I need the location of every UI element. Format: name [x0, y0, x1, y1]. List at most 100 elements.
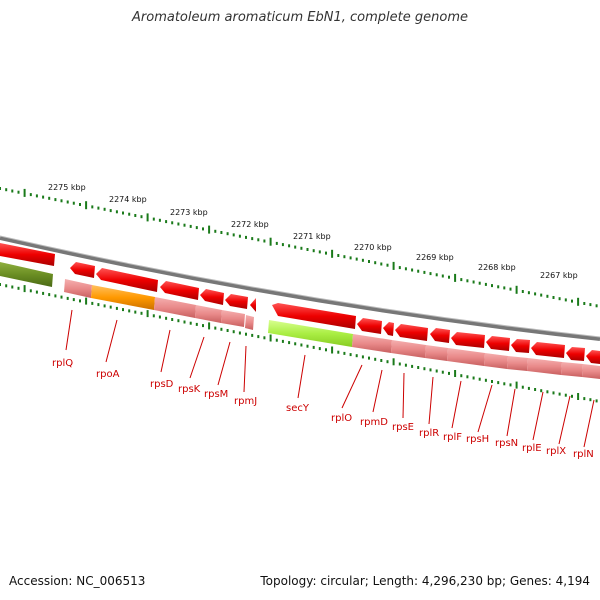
inner-minor-tick: [11, 285, 14, 289]
gene-label[interactable]: rpoA: [96, 369, 120, 380]
ruler-major-tick: [331, 249, 334, 258]
inner-minor-tick: [472, 376, 475, 380]
feature-band[interactable]: [154, 297, 196, 318]
gene-arrow[interactable]: [586, 350, 600, 364]
gene-arrow[interactable]: [451, 332, 485, 348]
gene-label[interactable]: rpsM: [204, 389, 228, 400]
gene-arrow[interactable]: [511, 339, 530, 353]
inner-minor-tick: [60, 295, 63, 299]
feature-band[interactable]: [484, 353, 508, 369]
gene-label[interactable]: rpsH: [466, 434, 489, 445]
gene-arrow[interactable]: [430, 328, 450, 343]
ruler-minor-tick: [48, 196, 51, 200]
gene-label[interactable]: rpsD: [150, 379, 174, 390]
inner-minor-tick: [386, 360, 389, 364]
feature-band[interactable]: [447, 348, 485, 366]
ruler-minor-tick: [263, 239, 266, 243]
gene-arrow[interactable]: [250, 298, 256, 312]
feature-band[interactable]: [561, 362, 583, 377]
ruler-minor-tick: [564, 298, 567, 302]
ruler-minor-tick: [491, 284, 493, 288]
ruler-minor-tick: [0, 187, 1, 190]
gene-label[interactable]: rplR: [419, 428, 439, 439]
gene-arrow[interactable]: [395, 324, 428, 341]
gene-arrow[interactable]: [383, 322, 394, 336]
accession-text: Accession: NC_006513: [9, 574, 146, 588]
inner-minor-tick: [66, 296, 69, 300]
ruler-major-tick: [85, 201, 88, 210]
inner-minor-tick: [484, 378, 487, 382]
kbp-label: 2274 kbp: [109, 195, 147, 204]
inner-minor-tick: [404, 363, 407, 367]
gene-label[interactable]: rplN: [573, 449, 594, 460]
ruler-minor-tick: [361, 258, 364, 262]
inner-minor-tick: [238, 331, 241, 335]
gene-arrow[interactable]: [531, 342, 565, 358]
ruler-minor-tick: [54, 198, 57, 202]
ruler-minor-tick: [484, 282, 487, 286]
ruler-minor-tick: [460, 278, 463, 282]
ruler-minor-tick: [552, 296, 555, 299]
ruler-minor-tick: [374, 261, 377, 265]
ruler-minor-tick: [558, 297, 561, 301]
inner-minor-tick: [79, 299, 81, 303]
feature-band[interactable]: [425, 345, 448, 361]
gene-arrow[interactable]: [225, 294, 248, 309]
feature-band[interactable]: [507, 356, 528, 371]
gene-label[interactable]: rplO: [331, 413, 352, 424]
gene-arrow[interactable]: [0, 243, 55, 266]
feature-band[interactable]: [64, 279, 92, 298]
inner-minor-tick: [540, 389, 543, 393]
gene-arrow[interactable]: [486, 336, 510, 351]
ruler-minor-tick: [97, 206, 100, 210]
inner-major-tick: [85, 297, 88, 305]
inner-minor-tick: [564, 393, 567, 397]
ruler-minor-tick: [527, 291, 530, 295]
gene-label[interactable]: rpmJ: [234, 396, 257, 407]
gene-label[interactable]: secY: [286, 403, 310, 414]
ruler-minor-tick: [115, 210, 118, 214]
kbp-label: 2275 kbp: [48, 183, 86, 192]
gene-arrow[interactable]: [357, 318, 382, 334]
gene-label[interactable]: rpsK: [178, 384, 201, 395]
feature-band[interactable]: [582, 364, 600, 379]
feature-band[interactable]: [268, 320, 353, 347]
gene-label[interactable]: rplX: [546, 446, 566, 457]
gene-arrow[interactable]: [272, 303, 356, 329]
inner-major-tick: [515, 381, 518, 389]
feature-band[interactable]: [221, 310, 245, 327]
feature-band[interactable]: [527, 358, 562, 375]
inner-minor-tick: [17, 286, 20, 290]
feature-band[interactable]: [195, 305, 222, 323]
map-title: Aromatoleum aromaticum EbN1, complete ge…: [132, 10, 468, 25]
ruler-minor-tick: [571, 299, 573, 303]
ruler-major-tick: [208, 225, 211, 234]
feature-band[interactable]: [245, 315, 254, 330]
feature-band[interactable]: [352, 334, 392, 353]
gene-label[interactable]: rplE: [522, 443, 542, 454]
inner-minor-tick: [281, 339, 284, 343]
ruler-minor-tick: [386, 263, 389, 267]
gene-label[interactable]: rpsN: [495, 438, 518, 449]
gene-arrow[interactable]: [566, 347, 585, 361]
feature-band[interactable]: [391, 340, 426, 358]
gene-arrow[interactable]: [70, 262, 95, 278]
gene-arrow[interactable]: [200, 289, 224, 305]
gene-label[interactable]: rpsE: [392, 422, 414, 433]
gene-arrow[interactable]: [96, 268, 158, 292]
inner-minor-tick: [435, 369, 438, 373]
gene-label[interactable]: rplQ: [52, 358, 73, 369]
gene-label[interactable]: rpmD: [360, 417, 388, 428]
ruler-minor-tick: [158, 218, 161, 222]
gene-arrow[interactable]: [160, 281, 199, 300]
gene-label[interactable]: rplF: [443, 432, 462, 443]
inner-minor-tick: [441, 370, 444, 374]
ruler-minor-tick: [60, 199, 63, 203]
inner-minor-tick: [257, 335, 260, 339]
ruler-minor-tick: [91, 205, 94, 209]
ruler-minor-tick: [238, 234, 241, 238]
feature-band[interactable]: [0, 262, 53, 287]
ruler-minor-tick: [202, 227, 204, 231]
ruler-minor-tick: [318, 250, 321, 254]
feature-band[interactable]: [91, 285, 155, 310]
